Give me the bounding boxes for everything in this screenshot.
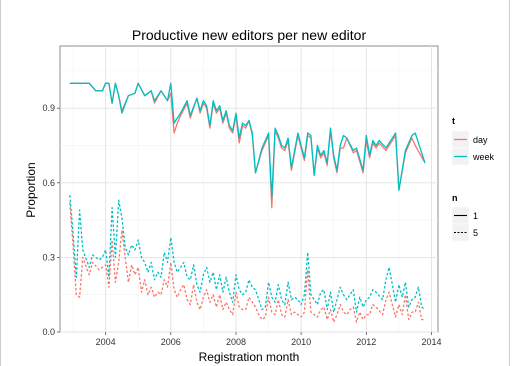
x-tick-label: 2014 xyxy=(421,337,441,347)
y-tick-label: 0.9 xyxy=(42,103,55,113)
x-tick-label: 2004 xyxy=(96,337,116,347)
series-line-day-n5 xyxy=(69,202,425,323)
legend-label-n5: 5 xyxy=(473,228,478,238)
x-tick-label: 2006 xyxy=(161,337,181,347)
y-axis-label: Proportion xyxy=(24,162,38,217)
plot-area: 2004 2006 2008 2010 2012 2014 0.0 0.3 0.6 0.9 xyxy=(42,45,441,347)
x-axis-label: Registration month xyxy=(199,350,300,364)
plot-panel xyxy=(59,45,439,333)
series-line-week-n5 xyxy=(69,195,426,313)
y-tick-label: 0.6 xyxy=(42,178,55,188)
y-tick-label: 0.0 xyxy=(42,327,55,337)
legend: t day week n 1 5 xyxy=(451,116,495,242)
legend-t-title: t xyxy=(452,116,455,126)
x-tick-label: 2012 xyxy=(356,337,376,347)
legend-key-n5 xyxy=(451,223,470,242)
legend-label-day: day xyxy=(473,135,488,145)
legend-n-title: n xyxy=(452,193,458,203)
legend-label-n1: 1 xyxy=(473,211,478,221)
chart-title: Productive new editors per new editor xyxy=(132,27,367,43)
series-line-week-n1 xyxy=(69,82,426,199)
x-tick-label: 2008 xyxy=(226,337,246,347)
x-tick-label: 2010 xyxy=(291,337,311,347)
legend-label-week: week xyxy=(472,152,495,162)
y-tick-label: 0.3 xyxy=(42,252,55,262)
